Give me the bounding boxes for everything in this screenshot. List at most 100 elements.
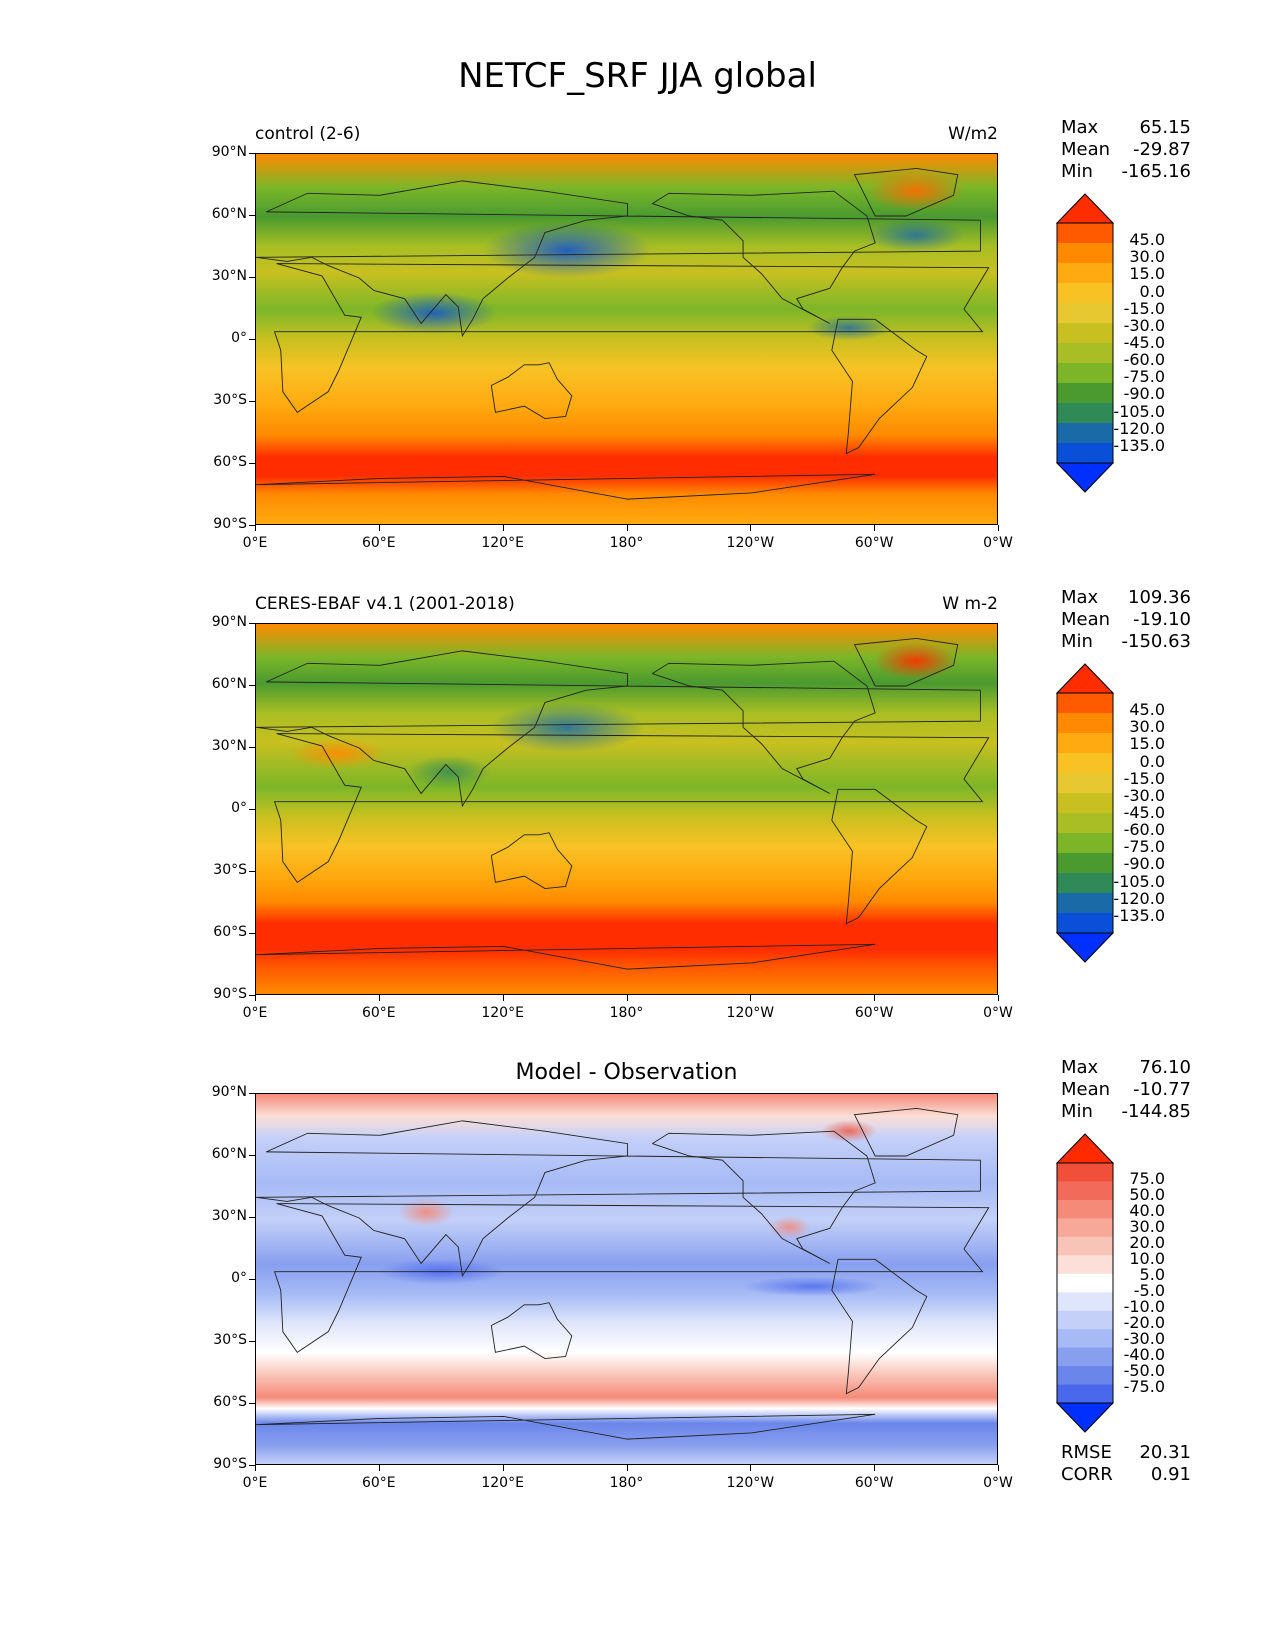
colorbar-tick-label: -135.0 bbox=[1113, 435, 1165, 455]
coastline-segment bbox=[831, 788, 928, 925]
lat-tick-label: 30°S bbox=[213, 1332, 247, 1348]
colorbar-frame bbox=[1056, 692, 1114, 934]
lon-tick-label: 180° bbox=[609, 1005, 644, 1021]
stats-block: Max 109.36 Mean -19.10 Min -150.63 bbox=[1061, 587, 1191, 653]
coastline-segment bbox=[490, 832, 573, 889]
coastline-segment bbox=[256, 180, 981, 338]
coastline-segment bbox=[652, 1130, 876, 1264]
colorbar-tick-label: 50.0 bbox=[1129, 1185, 1165, 1204]
lat-tick-label: 90°N bbox=[211, 144, 247, 160]
colorbar-segment bbox=[1057, 1181, 1113, 1201]
coastline-segment bbox=[273, 733, 990, 883]
colorbar-segment bbox=[1057, 383, 1113, 404]
lat-tick bbox=[249, 463, 255, 464]
lon-tick-label: 60°E bbox=[361, 535, 396, 551]
colorbar-segment bbox=[1057, 1347, 1113, 1367]
lon-tick-label: 120°E bbox=[481, 1005, 524, 1021]
coastline-segment bbox=[853, 168, 959, 217]
lon-tick-label: 0°W bbox=[983, 535, 1013, 551]
colorbar-tick-label: 10.0 bbox=[1129, 1249, 1165, 1268]
panel-difference: Model - Observation Max 76.10 Mean -10.77 … bbox=[0, 940, 1275, 1491]
lon-tick bbox=[255, 995, 256, 1001]
lon-tick-label: 180° bbox=[609, 1475, 644, 1491]
colorbar-segment bbox=[1057, 363, 1113, 384]
coastline-segment bbox=[256, 650, 981, 808]
figure-title: NETCF_SRF JJA global bbox=[458, 56, 817, 96]
colorbar-tick-label: -15.0 bbox=[1123, 768, 1165, 788]
lat-tick-label: 60°S bbox=[213, 1394, 247, 1410]
colorbar-segment bbox=[1057, 243, 1113, 264]
lon-tick bbox=[750, 1465, 752, 1471]
colorbar-segment bbox=[1057, 1163, 1113, 1182]
colorbar-tick-label: -120.0 bbox=[1113, 418, 1165, 438]
lat-tick-label: 60°S bbox=[213, 454, 247, 470]
lon-tick bbox=[626, 525, 628, 531]
lat-tick bbox=[249, 153, 255, 154]
lat-tick bbox=[249, 685, 255, 686]
stat-min-value: -150.63 bbox=[1121, 631, 1191, 652]
lat-tick-label: 30°S bbox=[213, 862, 247, 878]
colorbar-segment bbox=[1057, 1310, 1113, 1330]
coastline-segment bbox=[273, 1203, 990, 1353]
lon-tick bbox=[626, 995, 628, 1001]
lat-tick-label: 90°S bbox=[213, 986, 247, 1002]
lon-tick bbox=[998, 1465, 999, 1471]
lat-tick-label: 0° bbox=[231, 1270, 247, 1286]
lat-tick-label: 90°S bbox=[213, 516, 247, 532]
colorbar-tick-label: 75.0 bbox=[1129, 1169, 1165, 1188]
colorbar-segment bbox=[1057, 893, 1113, 914]
coastline-segment bbox=[490, 1302, 573, 1359]
coastline-segment bbox=[256, 473, 876, 500]
map-observation bbox=[255, 623, 998, 995]
colorbar-frame bbox=[1056, 1162, 1114, 1404]
lat-tick bbox=[249, 1403, 255, 1404]
panel-title-left: CERES-EBAF v4.1 (2001-2018) bbox=[255, 594, 515, 614]
colorbar-segment bbox=[1057, 1384, 1113, 1404]
colorbar-segment bbox=[1057, 853, 1113, 874]
stat-min-label: Min bbox=[1061, 1101, 1093, 1122]
colorbar-segment bbox=[1057, 1292, 1113, 1312]
colorbar-tick-label: -60.0 bbox=[1123, 350, 1165, 370]
colorbar-segment bbox=[1057, 1366, 1113, 1386]
corr-value: 0.91 bbox=[1150, 1464, 1191, 1485]
lon-tick bbox=[255, 1465, 256, 1471]
lat-tick bbox=[249, 401, 255, 402]
lon-tick bbox=[502, 1465, 504, 1471]
colorbar-segment bbox=[1057, 873, 1113, 894]
lat-tick bbox=[249, 1341, 255, 1342]
lon-tick-label: 0°E bbox=[242, 535, 268, 551]
stats-block: Max 76.10 Mean -10.77 Min -144.85 bbox=[1061, 1057, 1191, 1123]
lon-tick bbox=[874, 995, 876, 1001]
lat-tick-label: 60°N bbox=[211, 1146, 247, 1162]
stat-mean-label: Mean bbox=[1061, 609, 1111, 630]
lon-tick-label: 60°E bbox=[361, 1005, 396, 1021]
colorbar-tick-label: -15.0 bbox=[1123, 298, 1165, 318]
lat-tick-label: 30°N bbox=[211, 1208, 247, 1224]
colorbar-tick-label: 15.0 bbox=[1129, 264, 1165, 284]
lon-tick bbox=[874, 525, 876, 531]
colorbar-segment bbox=[1057, 1273, 1113, 1293]
coastlines bbox=[256, 168, 990, 500]
lon-tick-label: 0°W bbox=[983, 1005, 1013, 1021]
map-difference bbox=[255, 1093, 998, 1465]
lon-tick bbox=[378, 525, 380, 531]
colorbar-tick-label: 20.0 bbox=[1129, 1233, 1165, 1252]
colorbar-segment bbox=[1057, 753, 1113, 774]
stat-max-value: 109.36 bbox=[1128, 587, 1191, 608]
metrics-block: RMSE 20.31 CORR 0.91 bbox=[1061, 1442, 1191, 1486]
colorbar-tick-label: -30.0 bbox=[1123, 1329, 1165, 1348]
colorbar-tick-label: -90.0 bbox=[1123, 854, 1165, 874]
panel-title-left: control (2-6) bbox=[255, 124, 361, 144]
colorbar-segment bbox=[1057, 733, 1113, 754]
lon-tick bbox=[255, 525, 256, 531]
colorbar-tick-label: 0.0 bbox=[1139, 281, 1165, 301]
coastline-segment bbox=[652, 190, 876, 324]
lon-tick-label: 120°W bbox=[726, 535, 775, 551]
colorbar-segment bbox=[1057, 443, 1113, 464]
lon-tick bbox=[874, 1465, 876, 1471]
colorbar-segment bbox=[1057, 833, 1113, 854]
lat-tick bbox=[249, 809, 255, 810]
stat-mean-value: -19.10 bbox=[1132, 609, 1191, 630]
lat-tick-label: 90°N bbox=[211, 614, 247, 630]
lon-tick bbox=[750, 995, 752, 1001]
